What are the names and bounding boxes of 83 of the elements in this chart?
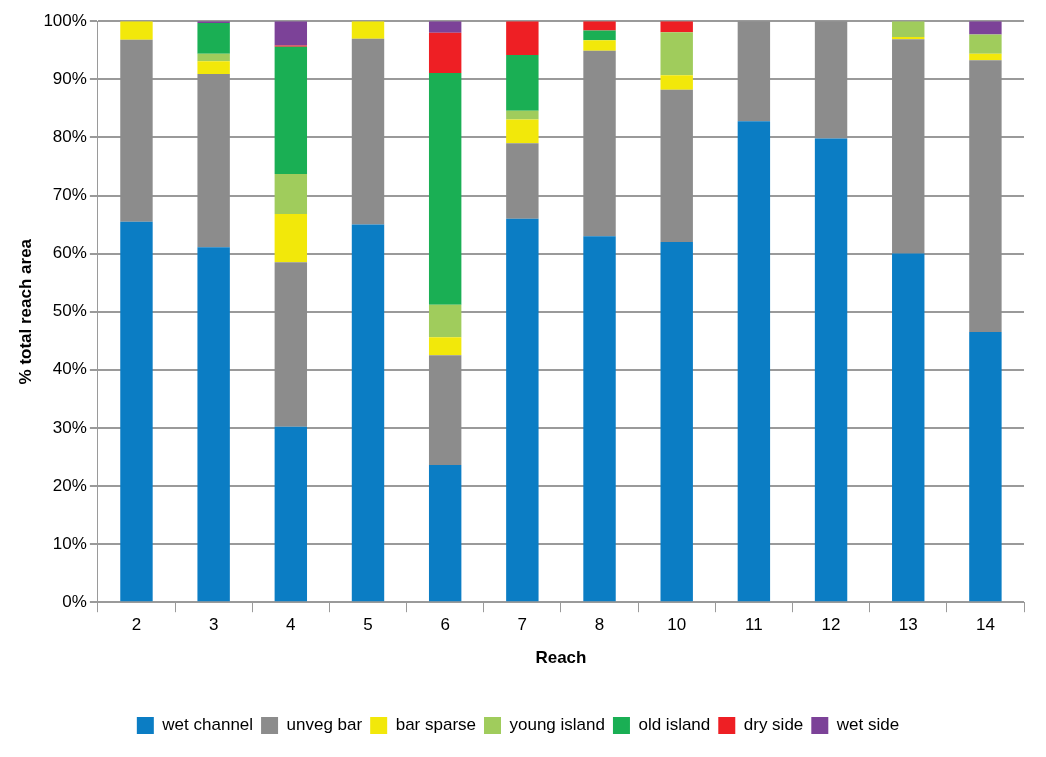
bar xyxy=(274,426,308,602)
legend-label: wet channel xyxy=(161,715,254,735)
legend-label: dry side xyxy=(743,715,804,735)
bar xyxy=(969,60,1002,333)
x-tick-label: 3 xyxy=(208,615,219,635)
x-tick-label: 4 xyxy=(286,615,296,635)
bar xyxy=(274,174,308,215)
bar xyxy=(660,32,693,76)
legend-label: young island xyxy=(509,715,605,735)
bar xyxy=(660,89,693,242)
x-tick-label: 11 xyxy=(745,615,763,635)
bar xyxy=(197,74,230,248)
bar xyxy=(197,61,230,75)
bar xyxy=(969,53,1002,61)
bar xyxy=(428,72,462,305)
x-tick-label: 8 xyxy=(594,615,605,635)
bar xyxy=(274,262,308,427)
bar xyxy=(506,54,539,111)
y-tick-label: 90% xyxy=(52,68,87,88)
bar xyxy=(506,143,539,219)
y-tick-label: 50% xyxy=(52,301,87,321)
x-tick-label: 12 xyxy=(821,615,841,635)
y-tick-label: 0% xyxy=(62,591,87,611)
bar xyxy=(506,110,539,120)
bar xyxy=(660,241,693,602)
y-tick-label: 20% xyxy=(52,475,87,495)
x-tick-label: 14 xyxy=(975,615,995,635)
legend-label: bar sparse xyxy=(395,715,476,735)
bar xyxy=(892,253,925,602)
y-tick-label: 30% xyxy=(52,417,87,437)
bar xyxy=(120,221,153,602)
bar xyxy=(428,465,462,602)
bar xyxy=(351,224,385,602)
bar xyxy=(428,304,462,338)
bar xyxy=(197,22,230,54)
y-tick-label: 100% xyxy=(43,10,87,30)
y-tick-label: 70% xyxy=(52,185,87,205)
bar xyxy=(583,236,616,602)
x-axis-title: Reach xyxy=(535,648,587,668)
x-tick-label: 5 xyxy=(363,615,373,635)
bar xyxy=(814,138,848,602)
bar xyxy=(737,21,771,122)
bar xyxy=(351,38,385,225)
y-axis-title: % total reach area xyxy=(15,238,35,385)
bar xyxy=(814,21,848,139)
bar xyxy=(892,21,925,37)
bar xyxy=(506,21,539,55)
legend-label: wet side xyxy=(835,715,900,735)
bar xyxy=(274,214,308,263)
bar xyxy=(197,53,230,62)
bar xyxy=(428,21,462,33)
bar xyxy=(660,21,693,33)
y-tick-label: 40% xyxy=(52,359,87,379)
bar xyxy=(428,355,462,466)
bar xyxy=(969,34,1002,54)
bar xyxy=(428,337,462,356)
bar xyxy=(660,75,693,90)
legend-label: old island xyxy=(638,715,711,735)
bar xyxy=(351,21,385,39)
x-tick-label: 10 xyxy=(667,615,687,635)
x-tick-label: 2 xyxy=(131,615,142,635)
y-tick-label: 60% xyxy=(52,243,87,263)
bar xyxy=(506,218,539,602)
bar xyxy=(737,121,771,602)
y-tick-label: 80% xyxy=(52,127,87,147)
bar xyxy=(120,39,153,222)
x-tick-label: 6 xyxy=(440,615,450,635)
legend-label: unveg bar xyxy=(286,715,363,735)
bar xyxy=(583,50,616,237)
bar xyxy=(583,30,616,41)
bar xyxy=(506,119,539,144)
y-tick-label: 10% xyxy=(52,533,87,553)
bar xyxy=(969,332,1002,602)
bar xyxy=(274,46,308,174)
bar xyxy=(583,40,616,51)
bar xyxy=(274,21,308,46)
bar xyxy=(892,39,925,254)
bar xyxy=(969,21,1002,35)
x-tick-label: 13 xyxy=(898,615,918,635)
x-tick-label: 7 xyxy=(517,615,528,635)
bar xyxy=(197,247,230,602)
bar xyxy=(428,32,462,73)
bar xyxy=(120,21,153,40)
